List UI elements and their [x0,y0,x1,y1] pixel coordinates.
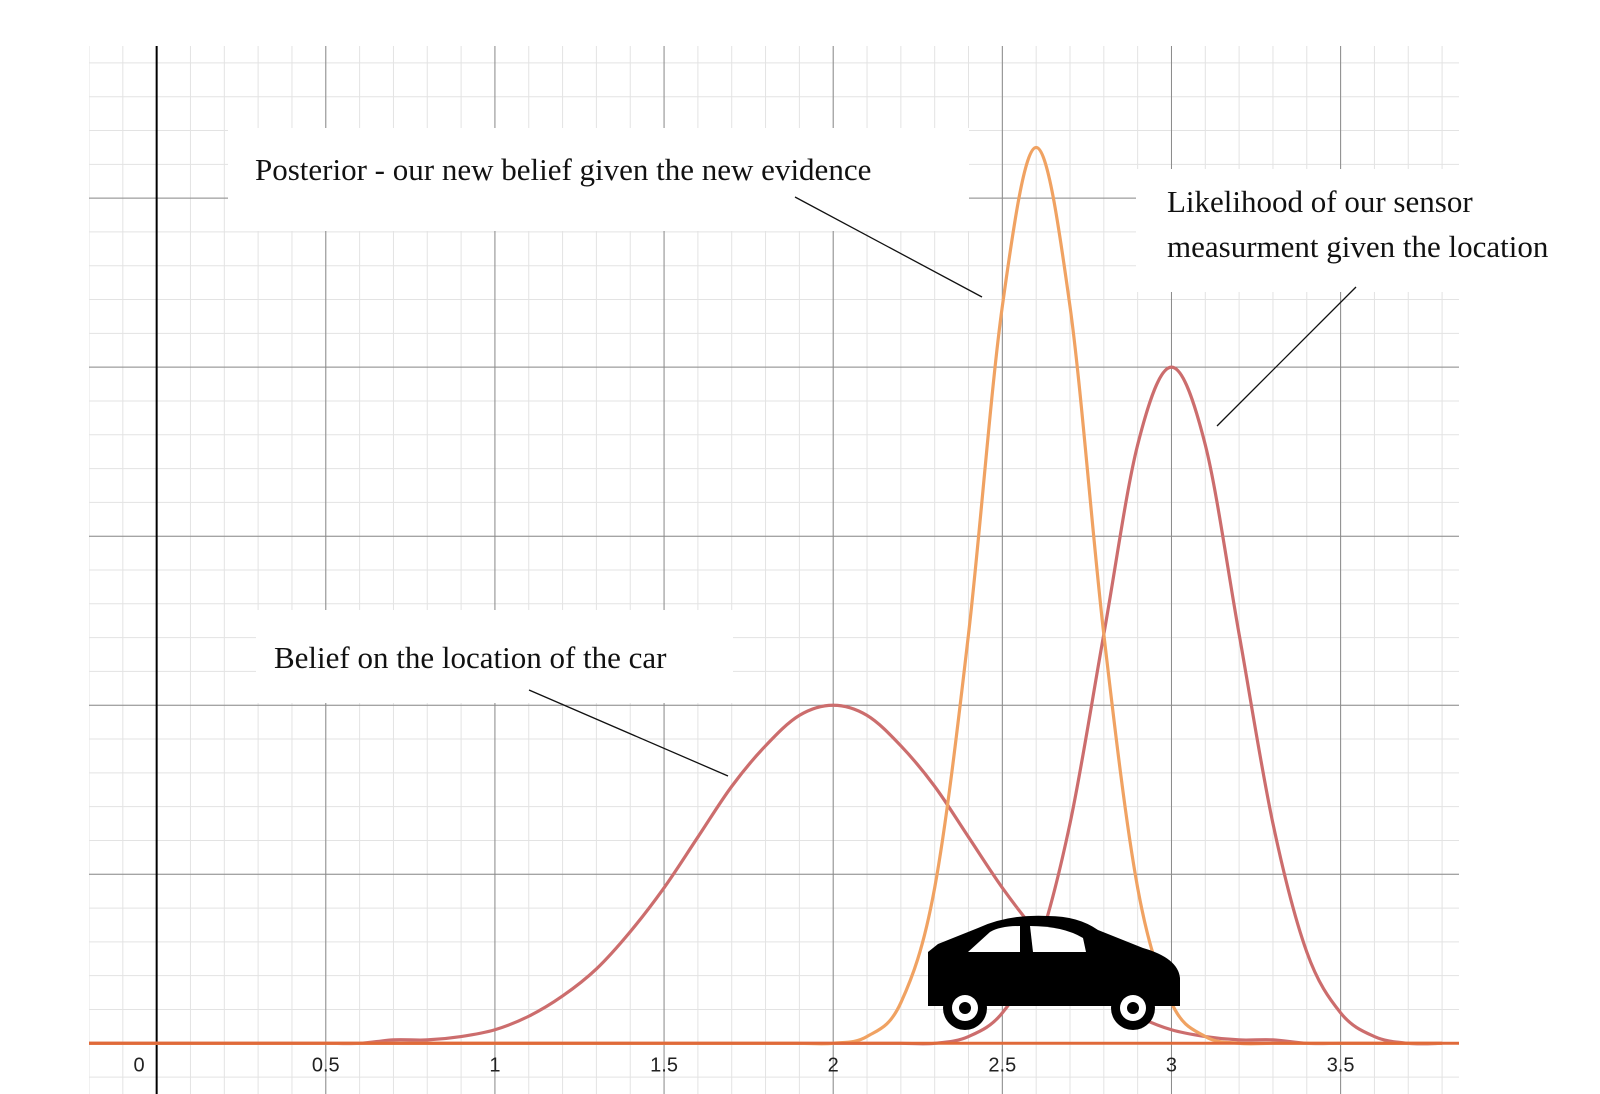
x-tick-label: 3.5 [1327,1054,1355,1076]
annotation: Posterior - our new belief given the new… [255,152,871,187]
curves [89,145,1459,1046]
x-tick-label: 2.5 [988,1054,1016,1076]
annotation-box [1136,169,1600,292]
leader-line [528,689,729,777]
x-tick-label: 1.5 [650,1054,678,1076]
x-tick-label: 2 [828,1054,839,1076]
annotation: measurment given the location [1167,229,1549,264]
car-icon [928,915,1180,1030]
annotation: Likelihood of our sensor [1167,184,1473,219]
x-tick-label: 0.5 [312,1054,340,1076]
annotation-box [228,128,969,231]
annotation-box [256,610,733,703]
x-tick-label: 3 [1166,1054,1177,1076]
annotation: Belief on the location of the car [274,640,667,675]
x-tick-label: 0 [134,1054,145,1076]
leader-line [794,196,983,298]
x-tick-label: 1 [489,1054,500,1076]
annotations: Posterior - our new belief given the new… [228,128,1600,777]
leader-line [1216,286,1357,427]
